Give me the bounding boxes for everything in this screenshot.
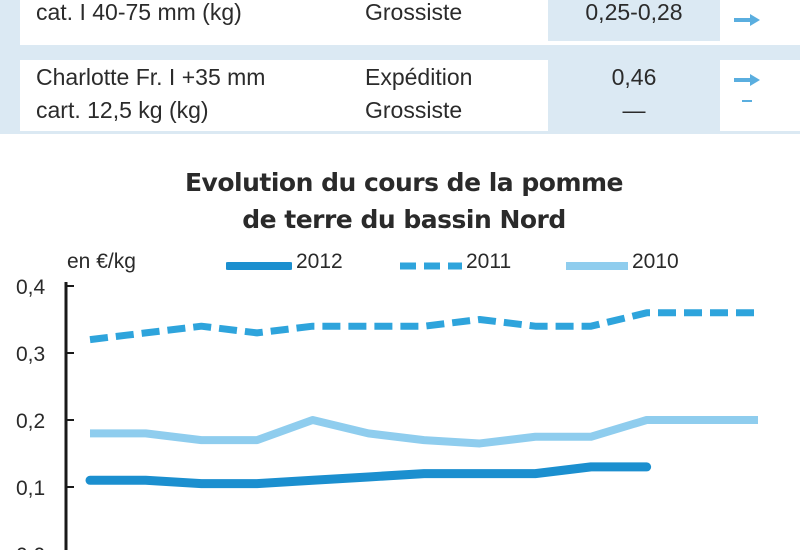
- chart-canvas: 0,0 0,1 0,2 0,3 0,4: [16, 276, 759, 550]
- legend-label-2011: 2011: [466, 250, 512, 273]
- price-value: 0,46: [611, 64, 657, 90]
- legend-swatch-2012: [226, 262, 292, 270]
- y-tick-label: 0,3: [16, 343, 45, 366]
- chart-title: de terre du bassin Nord: [242, 205, 566, 234]
- product-label: cat. I 40-75 mm (kg): [36, 0, 242, 25]
- chart-title: Evolution du cours de la pomme: [184, 168, 624, 197]
- market-cell: Expédition Grossiste: [365, 60, 565, 132]
- legend-label-2010: 2010: [632, 250, 679, 273]
- dash-icon: [742, 100, 752, 102]
- y-tick-label: 0,1: [16, 477, 45, 500]
- legend-label-2012: 2012: [296, 250, 343, 273]
- price-value: —: [622, 97, 646, 123]
- arrow-right-icon: [732, 10, 762, 35]
- price-cell: 0,46 —: [548, 60, 720, 132]
- y-tick-label: 0,2: [16, 410, 45, 433]
- y-axis-unit-label: en €/kg: [67, 250, 136, 273]
- market-label: Grossiste: [365, 97, 463, 123]
- price-cell: 0,25-0,28: [548, 0, 720, 41]
- y-tick-label: 0,4: [16, 276, 46, 299]
- series-line-2012: [85, 462, 652, 489]
- market-label: Grossiste: [365, 0, 463, 25]
- price-table: cat. I 40-75 mm (kg) Grossiste 0,25-0,28…: [0, 0, 800, 134]
- series-line-2010: [90, 416, 758, 448]
- legend-swatch-2010: [566, 262, 628, 270]
- y-tick-label: 0,0: [16, 544, 45, 550]
- product-cell: cat. I 40-75 mm (kg): [36, 0, 336, 41]
- product-label: Charlotte Fr. I +35 mm: [36, 64, 266, 90]
- market-label: Expédition: [365, 64, 473, 90]
- market-cell: Grossiste: [365, 0, 565, 41]
- product-cell: Charlotte Fr. I +35 mm cart. 12,5 kg (kg…: [36, 60, 336, 132]
- product-label: cart. 12,5 kg (kg): [36, 97, 209, 123]
- legend-swatch-2011: [400, 262, 462, 270]
- table-row: Charlotte Fr. I +35 mm cart. 12,5 kg (kg…: [20, 60, 800, 132]
- table-row: cat. I 40-75 mm (kg) Grossiste 0,25-0,28: [20, 0, 800, 45]
- arrow-right-icon: [732, 70, 762, 95]
- price-value: 0,25-0,28: [585, 0, 683, 25]
- price-chart: 0,0 0,1 0,2 0,3 0,4 Evolution du cours de la…: [0, 152, 800, 550]
